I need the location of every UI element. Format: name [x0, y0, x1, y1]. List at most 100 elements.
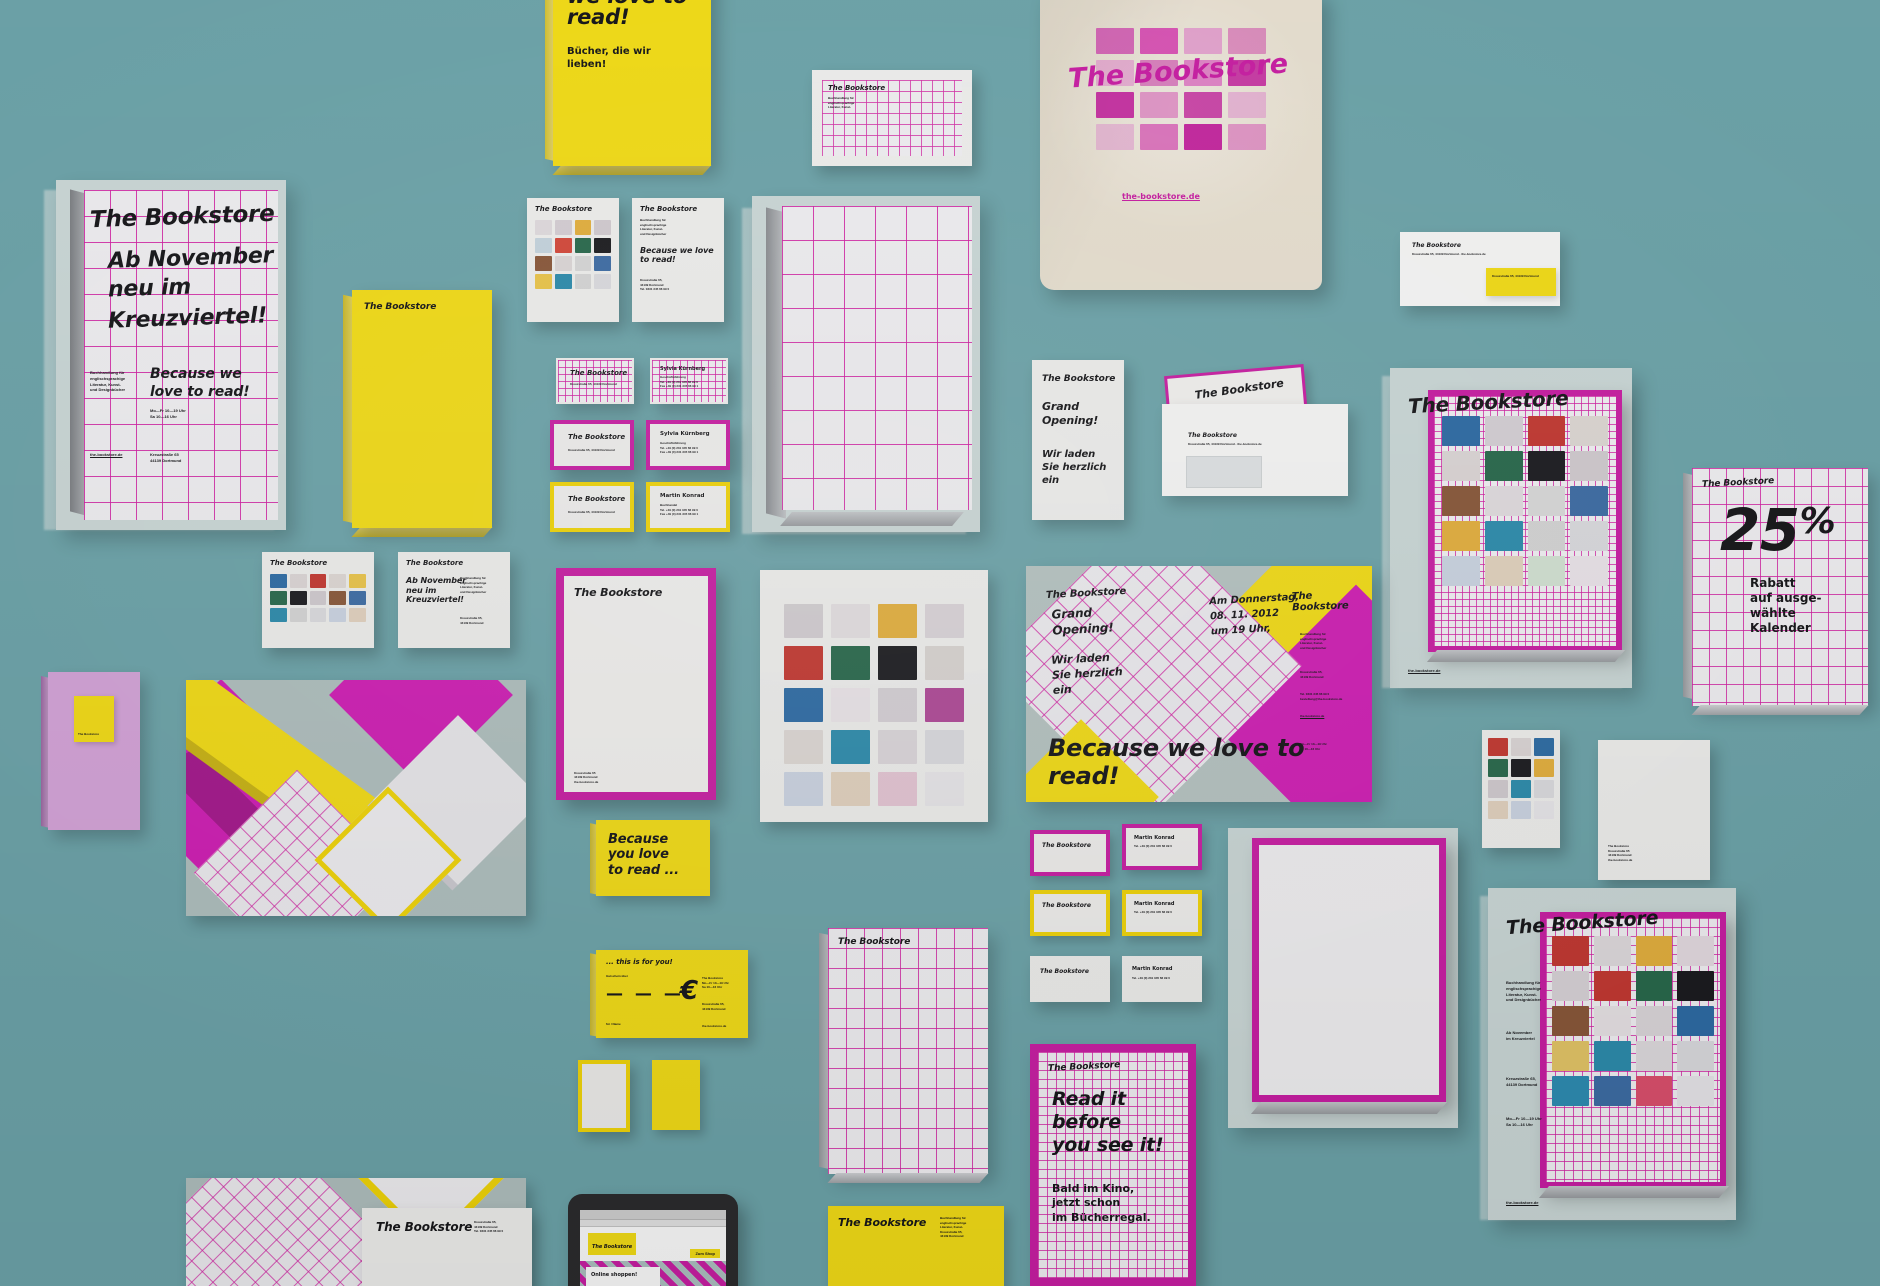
- f2-t1: Because we love: [640, 246, 714, 255]
- grid-book-large: [742, 196, 980, 534]
- sp-l2: Opening!: [1052, 619, 1114, 638]
- pm-h2: Sa 10—16 Uhr: [150, 413, 177, 419]
- poster-body: Buchhandlung für englischsprachige Liter…: [90, 370, 152, 393]
- card-set-plain-back: Martin Konrad Tel. +49 (0) 231 345 66 99…: [1122, 956, 1202, 1002]
- bc2-role: Geschäftsführung: [660, 375, 686, 379]
- lbl-det-bl: Kreuzstraße 65, 44139 Dortmund Tel. 0231…: [474, 1220, 526, 1234]
- bl-a1: Kreuzstraße 65,: [474, 1220, 497, 1224]
- ft-b2: englischsprachige: [460, 580, 487, 585]
- spread-right-contact: Tel. 0231 345 66 99 0 bestellung@the-boo…: [1300, 692, 1370, 701]
- poster-headline-1: Ab November: [107, 243, 274, 274]
- browser-chrome: [580, 1210, 726, 1220]
- ipad-device[interactable]: The Bookstore Zum Shop Online shoppen!: [568, 1194, 738, 1286]
- voucher-currency: €: [680, 976, 698, 1006]
- letterhead-top: The Bookstore Buchhandlung für englischs…: [812, 70, 972, 166]
- fm-grid: [270, 574, 366, 622]
- env-card-text: Kreuzstraße 65, 44139 Dortmund: [1492, 274, 1539, 278]
- pm-b3: Literatur, Kunst-: [90, 381, 121, 387]
- bc3-addr: Kreuzstraße 65, 44139 Dortmund: [568, 448, 615, 452]
- discount-brand: The Bookstore: [1701, 476, 1775, 490]
- ft-head: Ab November neu im Kreuzviertel!: [406, 576, 466, 605]
- lhm-f2: 44139 Dortmund: [574, 775, 598, 779]
- voucher-side-url: the-bookstore.de: [702, 1023, 727, 1028]
- spread-footline: Because we love to read!: [1048, 734, 1305, 790]
- card-set-magenta-back: Martin Konrad Tel. +49 (0) 231 345 66 99…: [1122, 824, 1202, 870]
- envelope-brand: The Bookstore: [1188, 432, 1237, 439]
- lhm-f1: Kreuzstraße 65: [574, 770, 596, 775]
- tote-bag: The Bookstore the-bookstore.de: [1040, 0, 1322, 290]
- bc4-details: Geschäftsführung Tel. +49 (0) 231 345 66…: [660, 441, 722, 455]
- br-hours: Mo—Fr 10—19 Uhr Sa 10—16 Uhr: [1506, 1116, 1568, 1128]
- poster-25-percent: The Bookstore 25 % Rabatt auf ausge- wäh…: [1683, 468, 1869, 715]
- letterhead-body: Buchhandlung für englischsprachige Liter…: [828, 96, 918, 110]
- poster-address: Kreuzstraße 65 44139 Dortmund: [150, 452, 181, 464]
- site-shop-button[interactable]: Zum Shop: [690, 1249, 720, 1258]
- site-logo[interactable]: The Bookstore: [588, 1233, 637, 1255]
- gift-voucher: ... this is for you! Gutschein über — — …: [590, 950, 748, 1038]
- poster-tagline-1: Because we: [150, 366, 242, 382]
- readit-sub: Bald im Kino, jetzt schon im Bücherregal…: [1052, 1182, 1151, 1225]
- poster-hours: Mo—Fr 10—19 Uhr Sa 10—16 Uhr: [150, 408, 186, 420]
- poster-url: the-bookstore.de: [90, 452, 123, 457]
- br-a1: Kreuzstraße 65,: [1506, 1076, 1536, 1081]
- business-card-yellow-front: The Bookstore Kreuzstraße 65, 44139 Dort…: [550, 482, 634, 532]
- br-h2: Sa 10—16 Uhr: [1506, 1121, 1533, 1127]
- yfb-2: englischsprachige: [940, 1220, 967, 1225]
- envelope-with-card: The Bookstore Kreuzstraße 65, 44139 Dort…: [1400, 232, 1560, 306]
- f2-b1: Buchhandlung für: [640, 218, 666, 222]
- lh-m-footer: Kreuzstraße 65 44139 Dortmund the-bookst…: [574, 771, 598, 785]
- poster-cover-grid: [1442, 416, 1608, 586]
- invitation-card: The Bookstore Grand Opening! Wir laden S…: [1032, 360, 1124, 520]
- site-hero-card: Online shoppen!: [586, 1267, 660, 1286]
- spread-right-hours: Mo—Fr 10—19 Uhr Sa 10—16 Uhr: [1300, 742, 1327, 751]
- voucher-side-info: The Bookstore Mo—Fr 10—19 Uhr Sa 10—16 U…: [702, 976, 746, 990]
- csy-name: Martin Konrad: [1134, 901, 1175, 907]
- ft-a1: Kreuzstraße 65,: [460, 616, 483, 620]
- card-set-magenta-front: The Bookstore: [1030, 830, 1110, 876]
- sp-r3: Literatur, Kunst-: [1300, 641, 1324, 645]
- poster-headline-2: neu im: [107, 274, 192, 303]
- yellow-note-card: Because you love to read ...: [590, 820, 710, 896]
- business-card-magenta-front: The Bookstore Kreuzstraße 65, 44139 Dort…: [550, 420, 634, 470]
- lbl-brand-bl: The Bookstore: [376, 1220, 473, 1234]
- business-card-magenta-back: Sylvia Kürnberg Geschäftsführung Tel. +4…: [646, 420, 730, 470]
- ft-h2: neu im: [406, 585, 437, 595]
- flyer-text-small: The Bookstore Buchhandlung für englischs…: [632, 198, 724, 322]
- bc4-fax: Fax +49 (0) 231 345 66 99 1: [660, 450, 699, 454]
- flyer2-tagline: Because we love to read!: [640, 246, 720, 264]
- csy-det: Tel. +49 (0) 231 345 66 99 0: [1134, 910, 1172, 914]
- small-card-framed: [578, 1060, 630, 1132]
- pm-b1: Buchhandlung für: [90, 370, 125, 375]
- f2-b4: und Designbücher: [640, 231, 667, 236]
- poster-magenta-frame-blank: [1228, 828, 1458, 1128]
- card-set-yellow-back: Martin Konrad Tel. +49 (0) 231 345 66 99…: [1122, 890, 1202, 936]
- bc6-role: Buchhandel: [660, 503, 678, 507]
- bc4-name: Sylvia Kürnberg: [660, 431, 710, 437]
- pm-a1: Kreuzstraße 65: [150, 452, 179, 457]
- disc-l1: Rabatt: [1750, 576, 1796, 590]
- lh-b1: Buchhandlung für: [828, 96, 854, 100]
- bc6-name: Martin Konrad: [660, 493, 705, 499]
- sp-r4: und Designbücher: [1300, 645, 1327, 650]
- f2-tel: Tel. 0231 345 66 99 0: [640, 287, 670, 291]
- csy-brand: The Bookstore: [1042, 902, 1091, 909]
- ipad-screen[interactable]: The Bookstore Zum Shop Online shoppen!: [580, 1210, 726, 1286]
- poster-headline-3: Kreuzviertel!: [107, 303, 268, 334]
- csp-brand: The Bookstore: [1040, 968, 1089, 975]
- br-cover-grid: [1552, 936, 1714, 1106]
- lhm-f3: the-bookstore.de: [574, 779, 599, 784]
- yellow-notebook: The Bookstore: [343, 290, 493, 537]
- ft-b3: Literatur, Kunst-: [460, 585, 484, 589]
- letterhead-grid: [822, 80, 962, 156]
- site-headline: Online shoppen!: [591, 1272, 638, 1278]
- lh-b2: englischsprachige: [828, 100, 855, 105]
- mini-flyer-covers: [1482, 730, 1560, 848]
- br-body: Buchhandlung für englischsprachige Liter…: [1506, 980, 1564, 1003]
- bc5-brand: The Bookstore: [568, 495, 626, 503]
- bl-a2: 44139 Dortmund: [474, 1224, 498, 1229]
- tote-url: the-bookstore.de: [1122, 192, 1200, 201]
- ft-b4: und Designbücher: [460, 589, 487, 594]
- v-s4: 44139 Dortmund: [702, 1006, 726, 1011]
- lh-b3: Literatur, Kunst-: [828, 105, 852, 109]
- small-card-solid: [652, 1060, 700, 1130]
